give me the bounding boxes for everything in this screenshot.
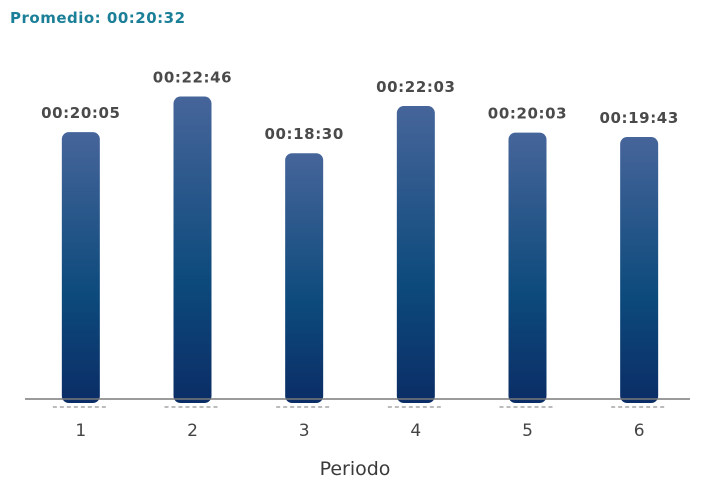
data-label-6: 00:19:43: [599, 109, 678, 127]
data-label-3: 00:18:30: [264, 125, 343, 143]
x-tick-label-2: 2: [187, 421, 198, 441]
x-tick-label-3: 3: [299, 421, 310, 441]
bar-5: [508, 132, 547, 403]
bar-2: [173, 96, 212, 404]
bar-1: [61, 132, 100, 403]
data-label-5: 00:20:03: [488, 105, 567, 123]
x-axis-label: Periodo: [320, 458, 391, 480]
data-label-2: 00:22:46: [153, 69, 232, 87]
bar-3: [285, 153, 324, 403]
chart-subtitle: Promedio: 00:20:32: [10, 9, 186, 27]
x-tick-label-6: 6: [634, 421, 645, 441]
x-tick-label-5: 5: [522, 421, 533, 441]
x-tick-label-1: 1: [75, 421, 86, 441]
bar-4: [396, 106, 435, 404]
x-tick-label-4: 4: [410, 421, 421, 441]
data-label-4: 00:22:03: [376, 78, 455, 96]
data-label-1: 00:20:05: [41, 104, 120, 122]
bar-6: [620, 137, 659, 404]
